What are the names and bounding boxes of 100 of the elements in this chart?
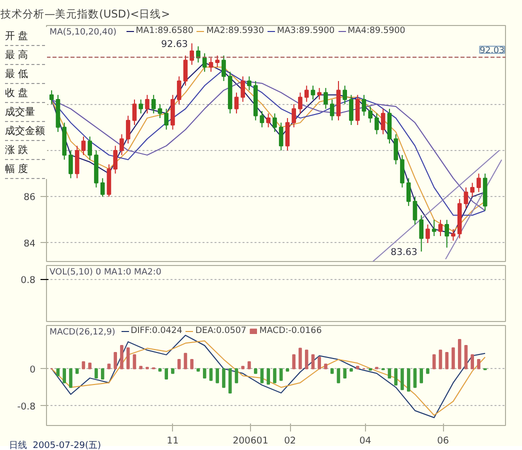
bar xyxy=(254,368,258,374)
candlestick xyxy=(88,136,92,160)
candlestick xyxy=(362,94,366,116)
candlestick xyxy=(298,92,302,114)
candlestick xyxy=(202,52,207,72)
bar xyxy=(432,354,436,370)
candlestick xyxy=(234,92,239,114)
bar xyxy=(324,364,328,370)
candlestick xyxy=(394,134,398,165)
bar xyxy=(126,347,130,370)
candlestick xyxy=(183,55,188,86)
candlestick xyxy=(374,112,379,135)
annotation: 92.63 xyxy=(161,38,188,50)
bar xyxy=(171,368,174,374)
text: 0.8 xyxy=(20,275,36,286)
bar xyxy=(228,368,232,394)
candlestick xyxy=(278,122,284,151)
bar xyxy=(132,354,136,370)
text: 开 盘 xyxy=(5,27,45,46)
candlestick xyxy=(310,85,316,100)
bar xyxy=(248,361,251,370)
candlestick xyxy=(272,112,277,132)
candlestick xyxy=(342,85,348,105)
text: 最 高 xyxy=(5,46,45,65)
bar xyxy=(88,362,92,370)
candlestick xyxy=(132,99,137,126)
candlestick xyxy=(464,186,468,209)
text: 成交金额 xyxy=(5,122,45,141)
candlestick xyxy=(426,224,430,244)
candlestick xyxy=(260,110,264,128)
bar xyxy=(350,368,353,372)
bar xyxy=(445,352,448,370)
candlestick xyxy=(158,104,162,119)
candlestick xyxy=(247,76,252,91)
candlestick xyxy=(368,106,373,124)
candlestick xyxy=(412,196,418,225)
bar xyxy=(69,368,72,388)
candlestick xyxy=(113,145,118,174)
legend-label: MA4:89.5900 xyxy=(348,26,406,36)
bar xyxy=(330,368,334,374)
candlestick xyxy=(419,214,424,252)
bar xyxy=(406,368,410,392)
candlestick xyxy=(190,42,194,66)
bar xyxy=(311,354,315,370)
bar xyxy=(184,352,188,370)
candlestick xyxy=(208,57,214,72)
bar xyxy=(190,358,194,370)
text: 日线 2005-07-29(五) xyxy=(9,441,102,450)
bar xyxy=(400,368,404,390)
candlestick xyxy=(215,55,220,68)
bar xyxy=(286,368,290,372)
candlestick xyxy=(49,90,54,105)
bar xyxy=(413,368,417,388)
text: 幅 度 xyxy=(5,160,45,179)
bar xyxy=(452,347,455,370)
bar xyxy=(304,350,308,370)
legend-label: DIFF:0.0424 xyxy=(130,326,182,336)
bar xyxy=(209,368,213,381)
bar xyxy=(164,368,168,380)
bar xyxy=(279,368,283,381)
candlestick xyxy=(285,118,290,151)
bar xyxy=(158,368,162,372)
bar xyxy=(464,345,468,370)
bar xyxy=(196,368,200,372)
text: 成交量 xyxy=(5,103,45,122)
candlestick xyxy=(324,87,328,110)
y-tick-label: 86 xyxy=(24,192,36,204)
bar xyxy=(62,368,66,384)
candlestick xyxy=(406,178,411,206)
legend-label: MA3:89.5900 xyxy=(277,26,335,36)
text: 最 低 xyxy=(5,65,45,84)
y-tick-label: -0.8 xyxy=(17,401,36,412)
bar xyxy=(356,366,360,370)
text: 收 盘 xyxy=(5,84,45,103)
bar xyxy=(273,368,276,384)
candlestick xyxy=(145,94,150,114)
bar xyxy=(292,354,296,370)
candlestick xyxy=(176,76,182,105)
bar xyxy=(318,356,321,370)
candlestick xyxy=(451,228,456,242)
candlestick xyxy=(380,108,386,135)
candlestick xyxy=(74,145,80,179)
legend-label: MACD:-0.0166 xyxy=(259,326,322,336)
bar xyxy=(477,358,480,370)
legend-title: MA(5,10,20,40) xyxy=(50,28,116,38)
bar xyxy=(139,366,142,370)
bar xyxy=(266,368,270,385)
legend-title: MACD(26,12,9) xyxy=(50,328,116,338)
legend-label: MA1:89.6580 xyxy=(136,26,194,36)
text: 涨 跌 xyxy=(5,141,45,160)
candlestick xyxy=(400,154,404,188)
candlestick xyxy=(330,99,334,121)
bar xyxy=(216,368,219,384)
legend-label: MA2:89.5930 xyxy=(206,26,264,36)
bar xyxy=(120,345,124,370)
bar xyxy=(107,364,111,370)
bar xyxy=(222,368,226,388)
bar xyxy=(241,366,244,370)
candlestick xyxy=(68,150,73,179)
bar xyxy=(260,368,264,384)
